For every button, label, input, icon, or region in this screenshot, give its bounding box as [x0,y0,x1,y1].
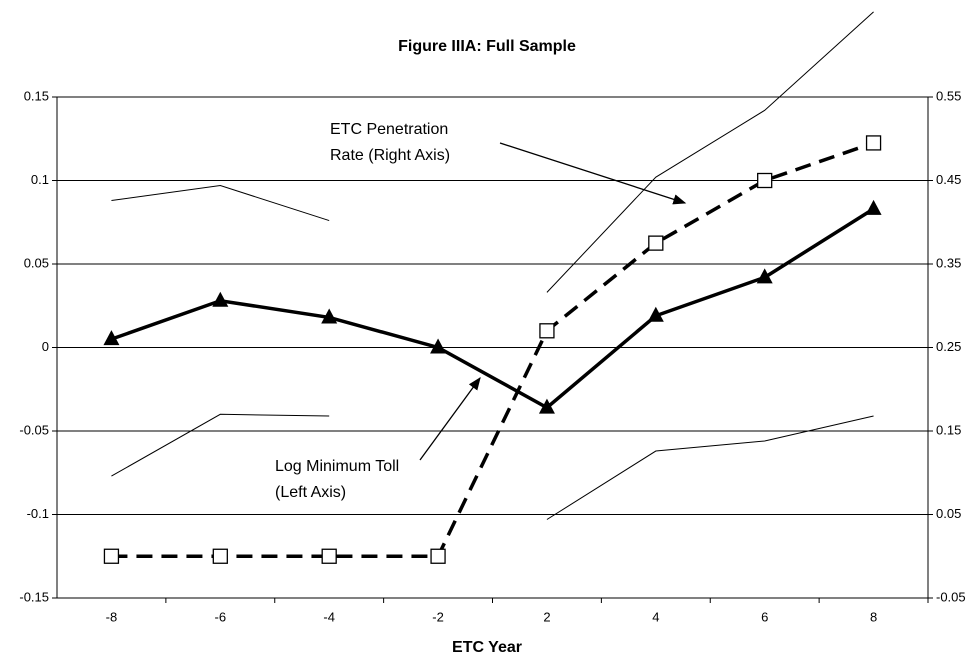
series-line [110,207,875,410]
y-tick-label: 0.15 [24,88,49,103]
marker [865,199,882,215]
marker [756,268,773,284]
x-axis-label: ETC Year [452,639,522,656]
y-tick-label: -0.1 [27,506,49,521]
y-tick-label: -0.05 [19,422,49,437]
x-tick-label: -6 [215,609,227,624]
series-line [111,11,874,293]
marker [212,291,229,307]
annotation: (Left Axis) [275,484,346,501]
annotation: ETC Penetration [330,121,448,138]
marker [538,398,555,414]
marker [648,235,664,251]
x-tick-label: 2 [543,609,550,624]
x-tick-label: 8 [870,609,877,624]
x-tick-label: -2 [432,609,444,624]
x-tick-label: -8 [106,609,118,624]
marker [430,548,446,564]
marker [539,323,555,339]
y-tick-label: 0.1 [31,172,49,187]
marker [321,308,338,324]
y-tick-label: 0 [42,339,49,354]
marker [647,306,664,322]
marker [321,548,337,564]
x-tick-label: 6 [761,609,768,624]
x-tick-label: -4 [323,609,335,624]
marker [430,338,447,354]
y2-tick-label: 0.15 [936,422,961,437]
annotation-arrow [419,376,481,461]
y2-tick-label: 0.45 [936,172,961,187]
marker [103,330,120,346]
annotation-arrow [499,142,687,205]
y2-tick-label: 0.25 [936,339,961,354]
chart-title: Figure IIIA: Full Sample [398,38,576,55]
x-tick-label: 4 [652,609,659,624]
y2-tick-label: 0.55 [936,88,961,103]
y2-tick-label: 0.05 [936,506,961,521]
annotation: Log Minimum Toll [275,458,399,475]
marker [103,548,120,564]
y2-tick-label: 0.35 [936,255,961,270]
series-line [111,413,874,520]
marker [865,135,882,151]
marker [757,172,773,189]
y-tick-label: -0.15 [19,589,49,604]
y-tick-label: 0.05 [24,255,49,270]
y2-tick-label: -0.05 [936,589,966,604]
marker [212,548,228,564]
series-line [111,141,875,558]
annotation: Rate (Right Axis) [330,147,450,164]
